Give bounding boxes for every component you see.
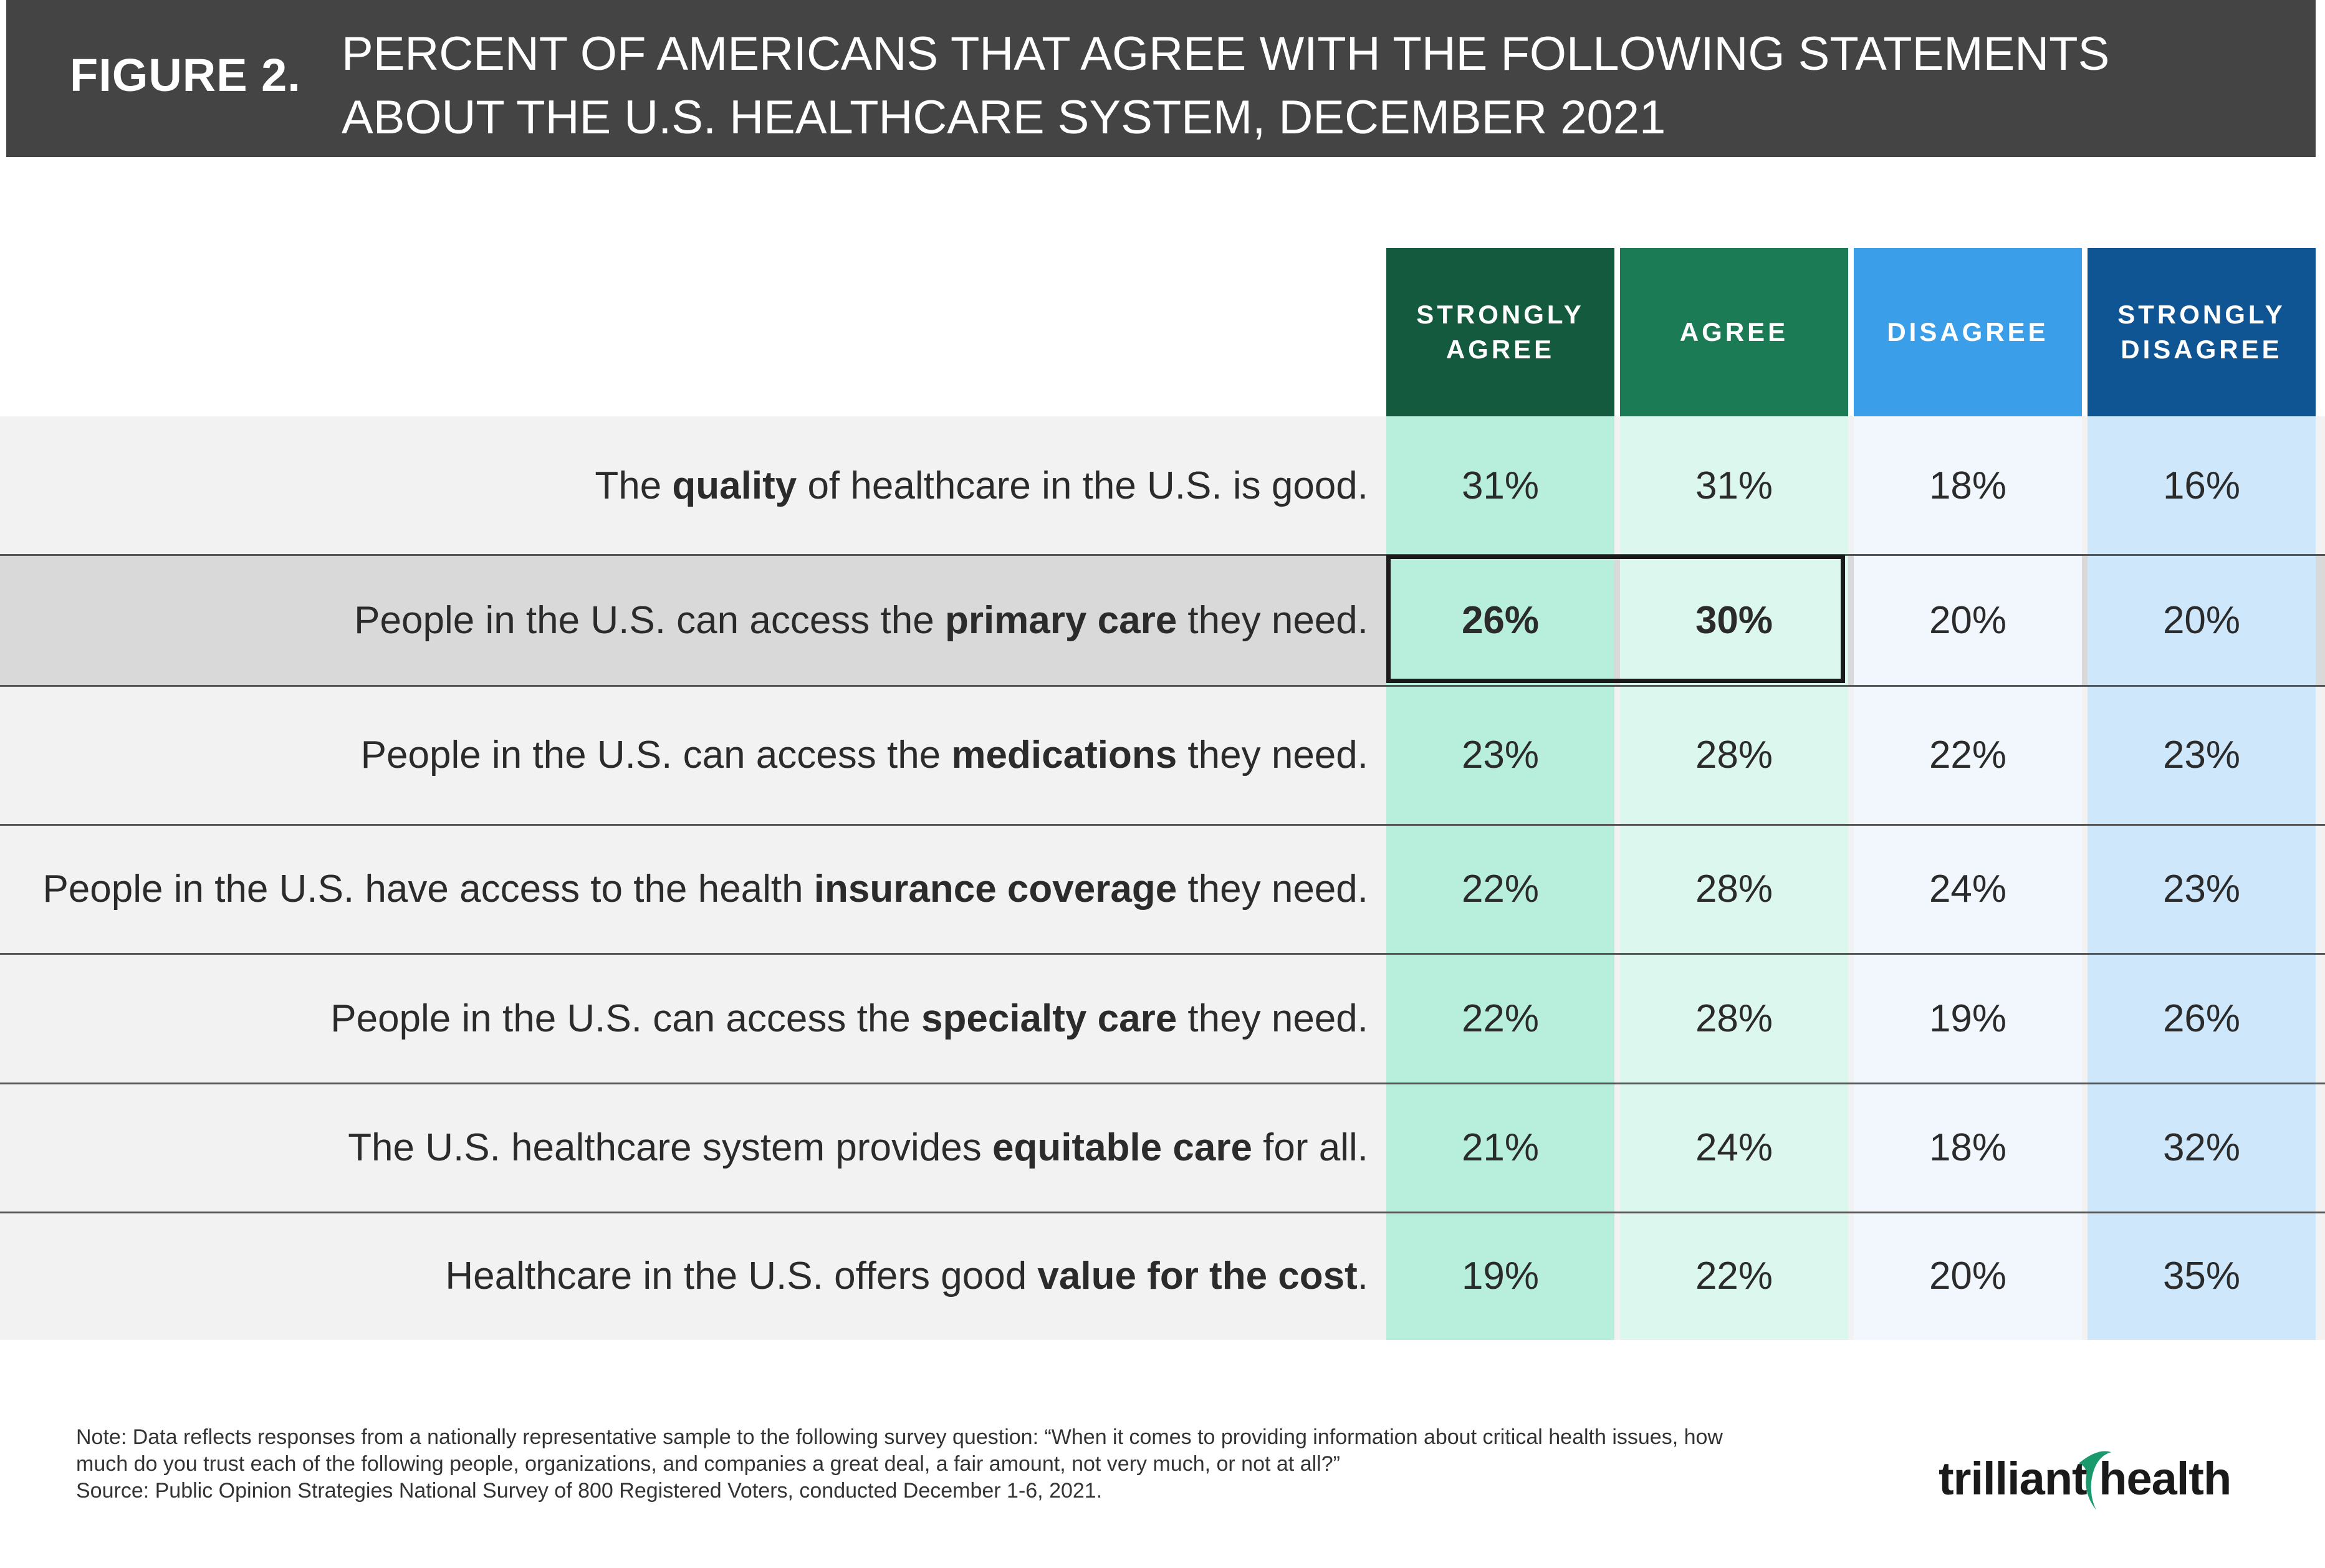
statement-label: The quality of healthcare in the U.S. is… xyxy=(0,416,1368,555)
figure-label: FIGURE 2. xyxy=(70,49,301,101)
column-header-label: AGREE xyxy=(1680,315,1788,350)
statement-post: . xyxy=(1357,1255,1368,1298)
figure-header xyxy=(6,0,2316,157)
statement-bold: specialty care xyxy=(921,997,1177,1040)
statement-pre: People in the U.S. can access the xyxy=(330,997,922,1040)
table-cell-value: 20% xyxy=(2162,598,2241,642)
column-header-line1: STRONGLY xyxy=(1416,300,1584,329)
table-cell-value: 28% xyxy=(1695,997,1773,1040)
table-cell-value: 22% xyxy=(1461,868,1540,911)
statement-pre: People in the U.S. have access to the he… xyxy=(42,868,814,911)
figure-title-line2: ABOUT THE U.S. HEALTHCARE SYSTEM, DECEMB… xyxy=(342,91,1666,144)
table-cell-value: 23% xyxy=(2162,734,2241,777)
statement-post: they need. xyxy=(1177,598,1368,642)
column-header-label: STRONGLY AGREE xyxy=(1416,297,1584,367)
statement-post: they need. xyxy=(1177,734,1368,777)
table-cell-value: 22% xyxy=(1461,997,1540,1040)
row-divider xyxy=(0,554,2325,556)
statement-text: The quality of healthcare in the U.S. is… xyxy=(595,464,1368,508)
trilliant-health-logo: trilliant health xyxy=(1939,1453,2232,1504)
statement-text: Healthcare in the U.S. offers good value… xyxy=(445,1254,1368,1298)
statement-text: The U.S. healthcare system provides equi… xyxy=(348,1126,1368,1170)
statement-label: People in the U.S. can access the medica… xyxy=(0,686,1368,825)
table-cell-value: 18% xyxy=(1929,464,2007,507)
column-header: STRONGLY DISAGREE xyxy=(2088,248,2316,416)
table-cell-value: 22% xyxy=(1929,734,2007,777)
table-cell-value: 19% xyxy=(1461,1255,1540,1298)
column-header-label: DISAGREE xyxy=(1887,315,2048,350)
row-divider xyxy=(0,685,2325,687)
column-band xyxy=(1386,416,1614,1340)
footnote: Note: Data reflects responses from a nat… xyxy=(76,1424,1921,1504)
statement-bold: primary care xyxy=(944,598,1177,642)
highlight-box xyxy=(1386,555,1845,683)
statement-pre: Healthcare in the U.S. offers good xyxy=(445,1255,1038,1298)
statement-label: People in the U.S. have access to the he… xyxy=(0,825,1368,954)
statement-label: Healthcare in the U.S. offers good value… xyxy=(0,1212,1368,1340)
table-cell-value: 30% xyxy=(1695,598,1773,642)
statement-text: People in the U.S. can access the medica… xyxy=(361,733,1368,777)
column-header-line2: AGREE xyxy=(1445,335,1555,364)
figure-title: PERCENT OF AMERICANS THAT AGREE WITH THE… xyxy=(342,22,2109,150)
table-cell-value: 31% xyxy=(1695,464,1773,507)
source-line: Source: Public Opinion Strategies Nation… xyxy=(76,1479,1103,1503)
statement-label: The U.S. healthcare system provides equi… xyxy=(0,1083,1368,1212)
statement-text: People in the U.S. can access the primar… xyxy=(354,598,1368,643)
table-cell-value: 16% xyxy=(2162,464,2241,507)
statement-pre: The xyxy=(595,464,673,507)
table-cell-value: 31% xyxy=(1461,464,1540,507)
statement-bold: quality xyxy=(672,464,797,507)
statement-bold: insurance coverage xyxy=(813,868,1177,911)
statement-post: they need. xyxy=(1177,868,1368,911)
table-cell-value: 24% xyxy=(1695,1126,1773,1169)
statement-text: People in the U.S. have access to the he… xyxy=(42,867,1368,911)
statement-pre: The U.S. healthcare system provides xyxy=(348,1126,992,1169)
column-header-line1: STRONGLY xyxy=(2117,300,2286,329)
table-cell-value: 19% xyxy=(1929,997,2007,1040)
statement-post: they need. xyxy=(1177,997,1368,1040)
row-divider xyxy=(0,953,2325,955)
column-header-line1: DISAGREE xyxy=(1887,317,2049,347)
statement-pre: People in the U.S. can access the xyxy=(354,598,945,642)
table-cell-value: 35% xyxy=(2162,1255,2241,1298)
statement-pre: People in the U.S. can access the xyxy=(360,734,952,777)
statement-text: People in the U.S. can access the specia… xyxy=(330,997,1368,1041)
statement-bold: medications xyxy=(951,734,1177,777)
table-cell-value: 22% xyxy=(1695,1255,1773,1298)
column-header-label: STRONGLY DISAGREE xyxy=(2117,297,2285,367)
note-line2: much do you trust each of the following … xyxy=(76,1452,1340,1476)
table-cell-value: 28% xyxy=(1695,868,1773,911)
table-cell-value: 26% xyxy=(1461,598,1540,642)
table-cell-value: 32% xyxy=(2162,1126,2241,1169)
column-header: DISAGREE xyxy=(1854,248,2082,416)
column-band xyxy=(1854,416,2082,1340)
statement-bold: equitable care xyxy=(992,1126,1252,1169)
table-cell-value: 23% xyxy=(2162,868,2241,911)
figure-title-line1: PERCENT OF AMERICANS THAT AGREE WITH THE… xyxy=(342,27,2110,80)
note-line1: Note: Data reflects responses from a nat… xyxy=(76,1425,1723,1449)
row-divider xyxy=(0,1083,2325,1084)
column-header: STRONGLY AGREE xyxy=(1386,248,1614,416)
table-cell-value: 23% xyxy=(1461,734,1540,777)
column-band xyxy=(1620,416,1848,1340)
table-cell-value: 20% xyxy=(1929,1255,2007,1298)
statement-bold: value for the cost xyxy=(1037,1255,1358,1298)
column-header-line1: AGREE xyxy=(1679,317,1789,347)
table-cell-value: 21% xyxy=(1461,1126,1540,1169)
table-cell-value: 26% xyxy=(2162,997,2241,1040)
row-divider xyxy=(0,824,2325,826)
logo-swoosh-icon xyxy=(2079,1451,2111,1510)
row-divider xyxy=(0,1212,2325,1213)
table-cell-value: 24% xyxy=(1929,868,2007,911)
column-header: AGREE xyxy=(1620,248,1848,416)
column-band xyxy=(2088,416,2316,1340)
table-cell-value: 20% xyxy=(1929,598,2007,642)
table-cell-value: 18% xyxy=(1929,1126,2007,1169)
table-cell-value: 28% xyxy=(1695,734,1773,777)
statement-post: of healthcare in the U.S. is good. xyxy=(797,464,1368,507)
statement-label: People in the U.S. can access the specia… xyxy=(0,954,1368,1083)
statement-label: People in the U.S. can access the primar… xyxy=(0,555,1368,686)
column-header-line2: DISAGREE xyxy=(2121,335,2283,364)
statement-post: for all. xyxy=(1252,1126,1368,1169)
